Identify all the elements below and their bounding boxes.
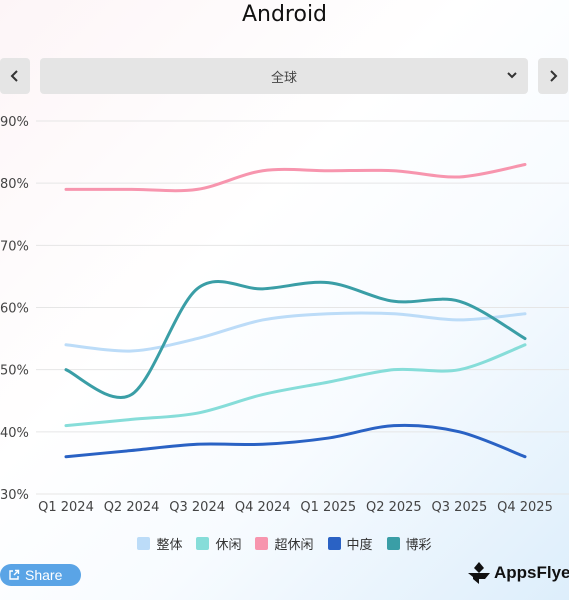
x-tick-label: Q2 2025 bbox=[366, 500, 422, 515]
x-tick-label: Q2 2024 bbox=[104, 500, 160, 515]
x-tick-label: Q4 2024 bbox=[235, 500, 291, 515]
legend-swatch bbox=[255, 537, 269, 550]
share-label: Share bbox=[25, 567, 63, 583]
prev-button[interactable] bbox=[0, 58, 30, 94]
appsflyer-logo: AppsFlyer bbox=[466, 560, 569, 586]
legend-label: 超休闲 bbox=[274, 538, 314, 553]
legend-label: 中度 bbox=[346, 538, 373, 553]
legend-item[interactable]: 休闲 bbox=[196, 534, 241, 553]
x-tick-label: Q4 2025 bbox=[497, 500, 553, 515]
page-title: Android bbox=[241, 2, 328, 27]
legend-swatch bbox=[137, 537, 151, 550]
series-line-1 bbox=[64, 343, 527, 428]
x-tick-label: Q1 2024 bbox=[38, 500, 94, 515]
legend-swatch bbox=[386, 537, 400, 550]
y-tick-label: 50% bbox=[0, 364, 29, 379]
x-tick-label: Q1 2025 bbox=[300, 500, 356, 515]
series-line-0 bbox=[64, 311, 527, 353]
line-chart: 30% 40% 50% 60% 70% 80% 90% Q1 2024 Q2 2024 Q3 20… bbox=[0, 115, 569, 515]
legend-item[interactable]: 中度 bbox=[327, 534, 373, 553]
legend-item[interactable]: 整体 bbox=[137, 534, 182, 553]
share-icon bbox=[9, 569, 20, 580]
x-tick-label: Q3 2024 bbox=[169, 500, 225, 515]
region-select[interactable]: 全球 bbox=[40, 58, 528, 94]
y-tick-label: 30% bbox=[0, 488, 29, 503]
legend-label: 博彩 bbox=[405, 538, 432, 553]
appsflyer-logo-icon bbox=[468, 562, 490, 584]
brand-name: AppsFlyer bbox=[494, 563, 569, 582]
series-line-2 bbox=[64, 163, 527, 193]
legend-label: 休闲 bbox=[215, 538, 242, 553]
next-button[interactable] bbox=[538, 58, 568, 94]
series-line-4 bbox=[64, 280, 527, 399]
y-tick-label: 40% bbox=[0, 426, 29, 441]
chevron-left-icon bbox=[10, 70, 18, 82]
legend-swatch bbox=[196, 537, 210, 550]
legend-label: 整体 bbox=[156, 538, 183, 553]
share-button[interactable]: Share bbox=[0, 564, 81, 586]
x-tick-label: Q3 2025 bbox=[432, 500, 488, 515]
series-line-3 bbox=[64, 423, 527, 459]
region-select-value: 全球 bbox=[270, 70, 297, 86]
y-tick-label: 60% bbox=[0, 302, 29, 317]
legend-item[interactable]: 超休闲 bbox=[255, 534, 314, 553]
legend-item[interactable]: 博彩 bbox=[386, 534, 432, 553]
y-tick-label: 70% bbox=[0, 239, 29, 254]
chevron-right-icon bbox=[550, 70, 558, 82]
chevron-down-icon bbox=[507, 72, 517, 79]
y-tick-label: 80% bbox=[0, 177, 29, 192]
y-tick-label: 90% bbox=[0, 115, 29, 130]
legend-swatch bbox=[327, 537, 341, 550]
chart-legend: 整体 休闲 超休闲 中度 博彩 bbox=[0, 534, 569, 553]
